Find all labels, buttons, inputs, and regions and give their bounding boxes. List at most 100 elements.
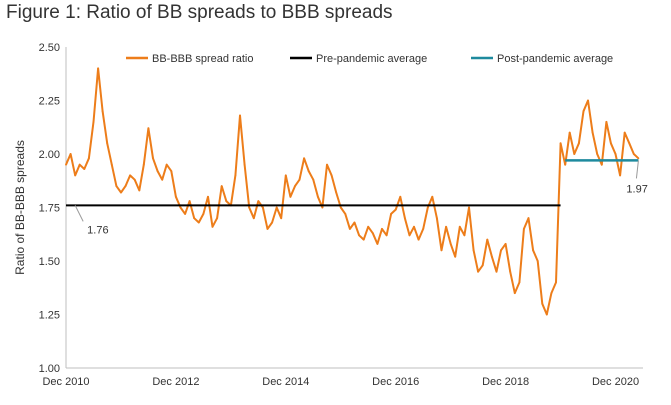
ratio-point [358, 234, 360, 237]
plot-area: 1.76 1.97 [65, 67, 648, 316]
ratio-point [353, 221, 356, 224]
ratio-point [129, 174, 132, 177]
ratio-point [262, 206, 264, 209]
ratio-point [440, 249, 443, 252]
ratio-point [120, 191, 122, 194]
ratio-point [74, 174, 77, 177]
ratio-point [623, 131, 626, 134]
ratio-point [83, 168, 86, 170]
ratio-point [587, 99, 589, 102]
ratio-point [422, 228, 425, 230]
ratio-point [436, 217, 438, 220]
x-tick-label: Dec 2018 [482, 376, 529, 388]
x-tick-label: Dec 2010 [42, 376, 89, 388]
ratio-point [513, 292, 516, 294]
ratio-point [161, 178, 164, 181]
ratio-point [550, 292, 553, 294]
y-tick-label: 1.25 [39, 310, 60, 322]
ratio-point [564, 163, 567, 166]
ratio-point [610, 142, 612, 145]
ratio-point [147, 127, 150, 130]
ratio-point [202, 213, 205, 215]
y-tick-label: 2.25 [39, 96, 60, 108]
ratio-point [179, 206, 182, 209]
ratio-point [101, 110, 104, 113]
ratio-point [477, 270, 479, 273]
ratio-point [234, 174, 237, 177]
y-axis-label: Ratio of BB-BBB spreads [13, 140, 27, 275]
ratio-point [78, 163, 81, 166]
ratio-point [408, 234, 411, 237]
ratio-point [294, 185, 296, 188]
ratio-point [298, 178, 301, 181]
ratio-point [97, 67, 99, 70]
ratio-point [133, 178, 136, 181]
ratio-point [523, 228, 525, 230]
ratio-point [495, 270, 498, 273]
ratio-point [381, 228, 383, 230]
ratio-point [115, 185, 118, 188]
ratio-point [445, 225, 447, 228]
ratio-point [390, 213, 392, 215]
ratio-point [124, 185, 127, 188]
ratio-point [326, 163, 328, 166]
ratio-point [426, 206, 429, 209]
ratio-point [619, 174, 621, 177]
ratio-point [578, 142, 580, 145]
ratio-point [92, 121, 95, 123]
ratio-point [152, 157, 154, 160]
ratio-point [555, 281, 557, 284]
ratio-point [197, 221, 200, 224]
ratio-point [170, 170, 173, 173]
ratio-point [207, 195, 209, 198]
ratio-point [216, 217, 219, 220]
x-axis-ticks: Dec 2010 Dec 2012 Dec 2014 Dec 2016 Dec 2018… [42, 376, 639, 388]
ratio-point [193, 217, 196, 220]
ratio-point [591, 131, 594, 134]
y-tick-label: 1.75 [39, 203, 60, 215]
ratio-point [614, 153, 617, 155]
y-tick-label: 1.50 [39, 256, 60, 268]
ratio-point [463, 234, 466, 237]
ratio-point [582, 110, 585, 113]
ratio-point [225, 200, 228, 203]
ratio-point [568, 131, 571, 134]
series-ratio-line [65, 67, 640, 316]
ratio-point [88, 157, 90, 160]
annotation-post-average: 1.97 [626, 183, 647, 195]
ratio-point [271, 221, 273, 224]
ratio-point [509, 270, 512, 273]
ratio-point [175, 195, 177, 198]
ratio-point [404, 217, 406, 220]
ratio-point [65, 163, 67, 166]
ratio-point [468, 206, 470, 209]
ratio-point [573, 153, 576, 155]
ratio-point [600, 163, 603, 166]
legend: BB-BBB spread ratio Pre-pandemic average P… [126, 53, 613, 65]
ratio-point [321, 206, 324, 209]
ratio-point [491, 255, 493, 258]
x-tick-label: Dec 2016 [372, 376, 419, 388]
ratio-point [605, 121, 608, 123]
ratio-point [399, 195, 402, 198]
ratio-point [106, 142, 109, 145]
ratio-point [481, 264, 484, 267]
ratio-point [367, 225, 370, 228]
ratio-point [394, 208, 397, 211]
ratio-point [257, 200, 260, 203]
ratio-point [518, 281, 521, 284]
ratio-point [138, 189, 141, 192]
ratio-point [165, 163, 168, 166]
ratio-point [289, 195, 292, 198]
ratio-point [486, 238, 489, 241]
ratio-point [211, 225, 214, 228]
ratio-point [637, 157, 640, 160]
ratio-point [303, 157, 305, 160]
ratio-point [458, 225, 461, 228]
ratio-point [184, 213, 187, 215]
y-tick-label: 1.00 [39, 363, 60, 375]
ratio-point [362, 238, 365, 241]
annotation-pre-average: 1.76 [87, 224, 108, 236]
legend-label: Pre-pandemic average [316, 53, 427, 65]
